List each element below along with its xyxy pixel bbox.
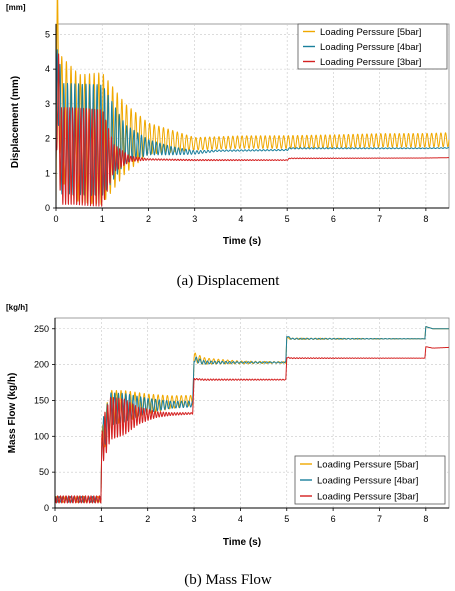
displacement-y-tick-label: 5 [45,29,50,39]
mass-flow-x-tick-label: 5 [284,514,289,524]
displacement-chart: [mm] 0 1 2 3 4 5 6 7 8 0 1 2 3 4 5 Time (s) Displacem… [6,0,450,289]
displacement-legend-label-loading-perssure-5bar: Loading Perssure [5bar] [320,27,421,38]
mass-flow-legend-box [294,455,446,505]
mass-flow-x-ticks: 0 1 2 3 4 5 6 7 8 [52,508,428,524]
mass-flow-x-tick-label: 6 [331,514,336,524]
mass-flow-y-tick-label: 200 [34,360,49,370]
displacement-x-tick-label: 0 [53,214,58,224]
displacement-y-tick-label: 0 [45,203,50,213]
mass-flow-y-tick-label: 0 [44,503,49,513]
mass-flow-x-tick-label: 4 [238,514,243,524]
displacement-y-tick-label: 3 [45,99,50,109]
displacement-legend: Loading Perssure [5bar] Loading Perssure … [297,23,448,70]
displacement-y-ticks: 0 1 2 3 4 5 [45,29,56,213]
mass-flow-series-loading-perssure-3bar [54,346,450,504]
mass-flow-legend: Loading Perssure [5bar] Loading Perssure … [294,455,446,505]
mass-flow-series-group [54,326,450,504]
mass-flow-chart: [kg/h] 0 1 2 3 4 5 6 7 8 0 50 100 150 200 250 Time (s… [6,303,450,588]
mass-flow-x-tick-label: 2 [145,514,150,524]
mass-flow-caption: (b) Mass Flow [184,572,272,588]
mass-flow-y-tick-label: 100 [34,431,49,441]
displacement-legend-box [297,23,448,70]
mass-flow-x-tick-label: 8 [423,514,428,524]
displacement-caption: (a) Displacement [177,273,281,289]
mass-flow-y-axis-title: Mass Flow (kg/h) [7,373,18,454]
displacement-unit-label: [mm] [6,3,26,12]
displacement-y-axis-title: Displacement (mm) [10,76,21,168]
displacement-x-axis-title: Time (s) [223,236,261,247]
displacement-x-tick-label: 6 [331,214,336,224]
displacement-x-tick-label: 1 [100,214,105,224]
displacement-series-group [55,0,450,209]
displacement-x-tick-label: 8 [423,214,428,224]
mass-flow-axes [54,318,449,509]
mass-flow-y-ticks: 0 50 100 150 200 250 [34,324,55,513]
mass-flow-y-tick-label: 50 [39,467,49,477]
displacement-series-loading-perssure-3bar [55,53,450,207]
displacement-x-ticks: 0 1 2 3 4 5 6 7 8 [53,208,428,224]
mass-flow-legend-label-loading-perssure-5bar: Loading Perssure [5bar] [317,460,418,471]
displacement-x-tick-label: 5 [285,214,290,224]
displacement-legend-label-loading-perssure-4bar: Loading Perssure [4bar] [320,42,421,53]
displacement-axes [55,24,449,209]
mass-flow-x-tick-label: 3 [192,514,197,524]
mass-flow-x-axis-title: Time (s) [223,537,261,548]
mass-flow-legend-label-loading-perssure-3bar: Loading Perssure [3bar] [317,492,418,503]
mass-flow-x-tick-label: 0 [52,514,57,524]
displacement-x-tick-label: 3 [192,214,197,224]
mass-flow-unit-label: [kg/h] [6,303,28,312]
displacement-series-loading-perssure-5bar [55,0,450,209]
mass-flow-x-tick-label: 1 [99,514,104,524]
mass-flow-x-tick-label: 7 [377,514,382,524]
displacement-legend-label-loading-perssure-3bar: Loading Perssure [3bar] [320,57,421,68]
mass-flow-y-tick-label: 150 [34,395,49,405]
displacement-x-tick-label: 7 [377,214,382,224]
displacement-y-tick-label: 4 [45,64,50,74]
displacement-x-tick-label: 4 [238,214,243,224]
mass-flow-y-tick-label: 250 [34,324,49,334]
mass-flow-legend-label-loading-perssure-4bar: Loading Perssure [4bar] [317,476,418,487]
displacement-x-tick-label: 2 [146,214,151,224]
displacement-y-tick-label: 1 [45,168,50,178]
displacement-y-tick-label: 2 [45,134,50,144]
